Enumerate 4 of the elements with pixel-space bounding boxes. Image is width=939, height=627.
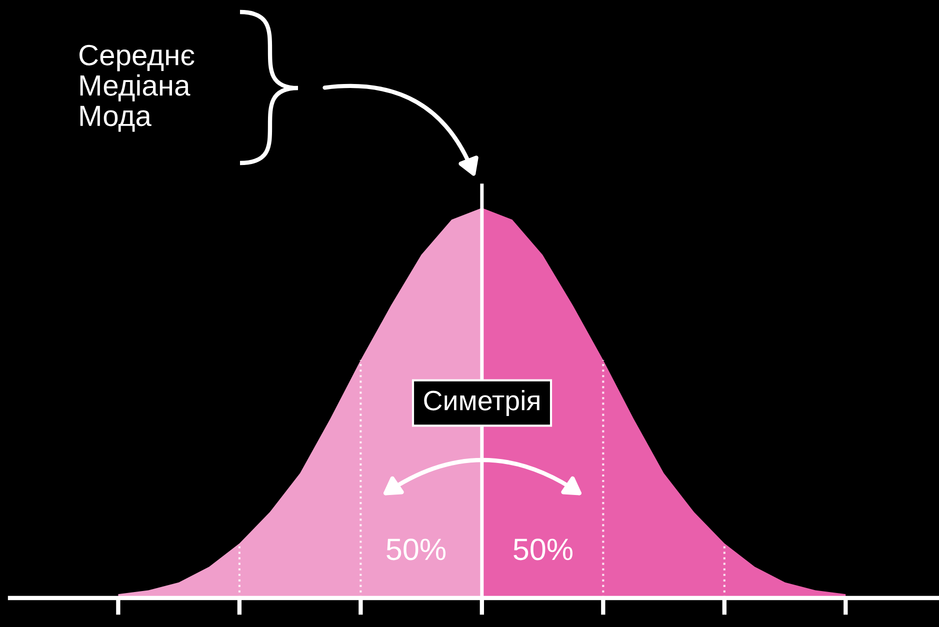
annotation: Симетрія [424,390,540,416]
text: Середнє Медіана Мода [79,44,194,132]
annotation: 50% [514,538,572,560]
annotation: 50% [386,538,446,560]
